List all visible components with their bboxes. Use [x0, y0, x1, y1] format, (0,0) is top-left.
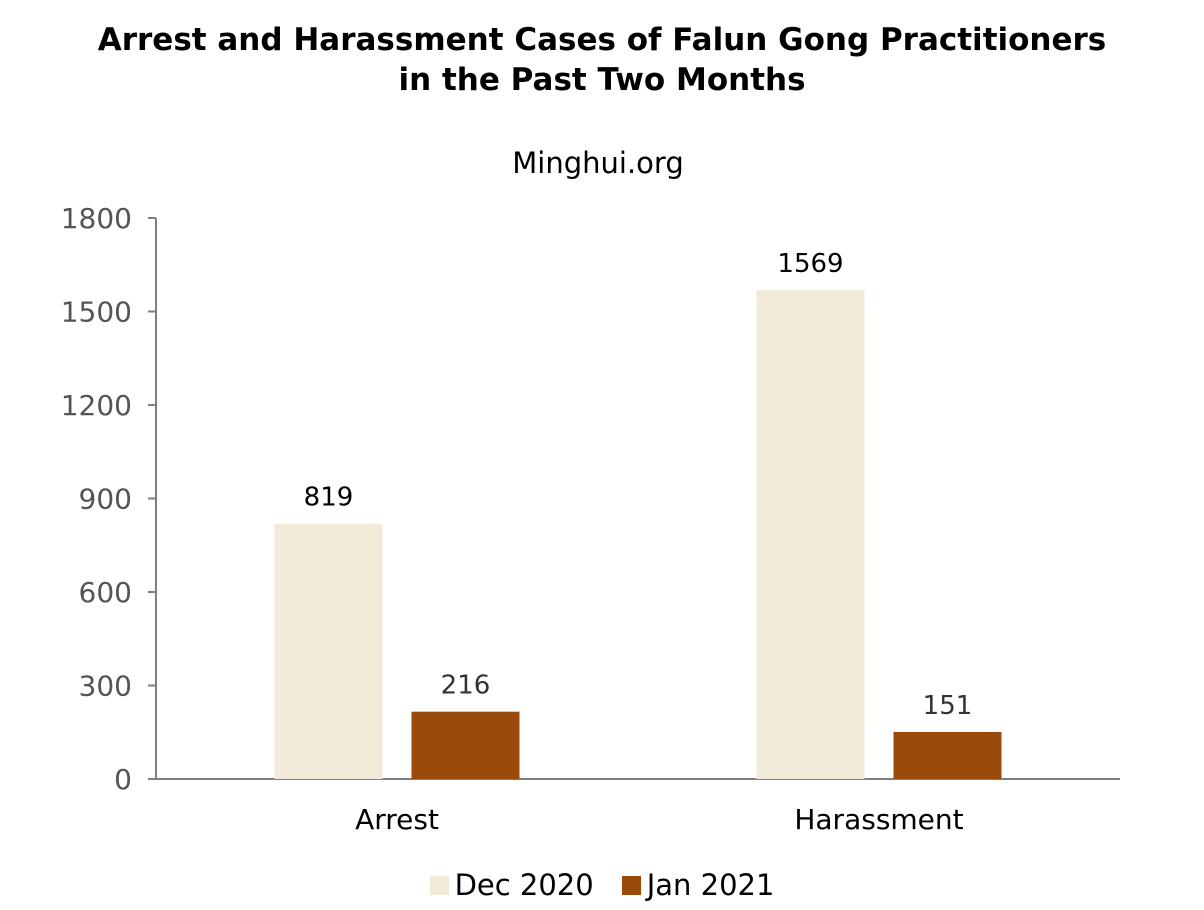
y-tick-label: 1200 — [61, 389, 132, 422]
y-tick-label: 900 — [79, 483, 132, 516]
legend-label-dec-2020: Dec 2020 — [454, 868, 594, 902]
y-tick-label: 1800 — [61, 202, 132, 235]
data-label: 216 — [441, 671, 491, 701]
chart-title-line1: Arrest and Harassment Cases of Falun Gon… — [97, 22, 1107, 58]
legend-item-jan-2021: Jan 2021 — [621, 868, 775, 902]
y-tick-label: 0 — [114, 763, 132, 796]
data-label: 1569 — [777, 249, 843, 279]
y-tick-label: 600 — [79, 576, 132, 609]
chart-subtitle: Minghui.org — [512, 146, 684, 180]
x-category-label: Harassment — [794, 803, 963, 836]
bar-arrest-dec-2020 — [274, 523, 383, 779]
legend-swatch-jan-2021 — [621, 875, 641, 895]
bar-harassment-jan-2021 — [893, 731, 1002, 779]
x-category-label: Arrest — [355, 803, 439, 836]
data-label: 819 — [304, 483, 354, 513]
legend-item-dec-2020: Dec 2020 — [429, 868, 594, 902]
legend: Dec 2020 Jan 2021 — [0, 868, 1204, 902]
legend-swatch-dec-2020 — [429, 875, 449, 895]
chart-title-line2: in the Past Two Months — [398, 62, 806, 98]
legend-label-jan-2021: Jan 2021 — [646, 868, 775, 902]
chart-title: Arrest and Harassment Cases of Falun Gon… — [0, 20, 1204, 100]
bar-arrest-jan-2021 — [411, 711, 520, 779]
data-label: 151 — [923, 691, 973, 721]
y-tick-label: 300 — [79, 670, 132, 703]
bar-harassment-dec-2020 — [756, 289, 865, 779]
y-tick-label: 1500 — [61, 296, 132, 329]
